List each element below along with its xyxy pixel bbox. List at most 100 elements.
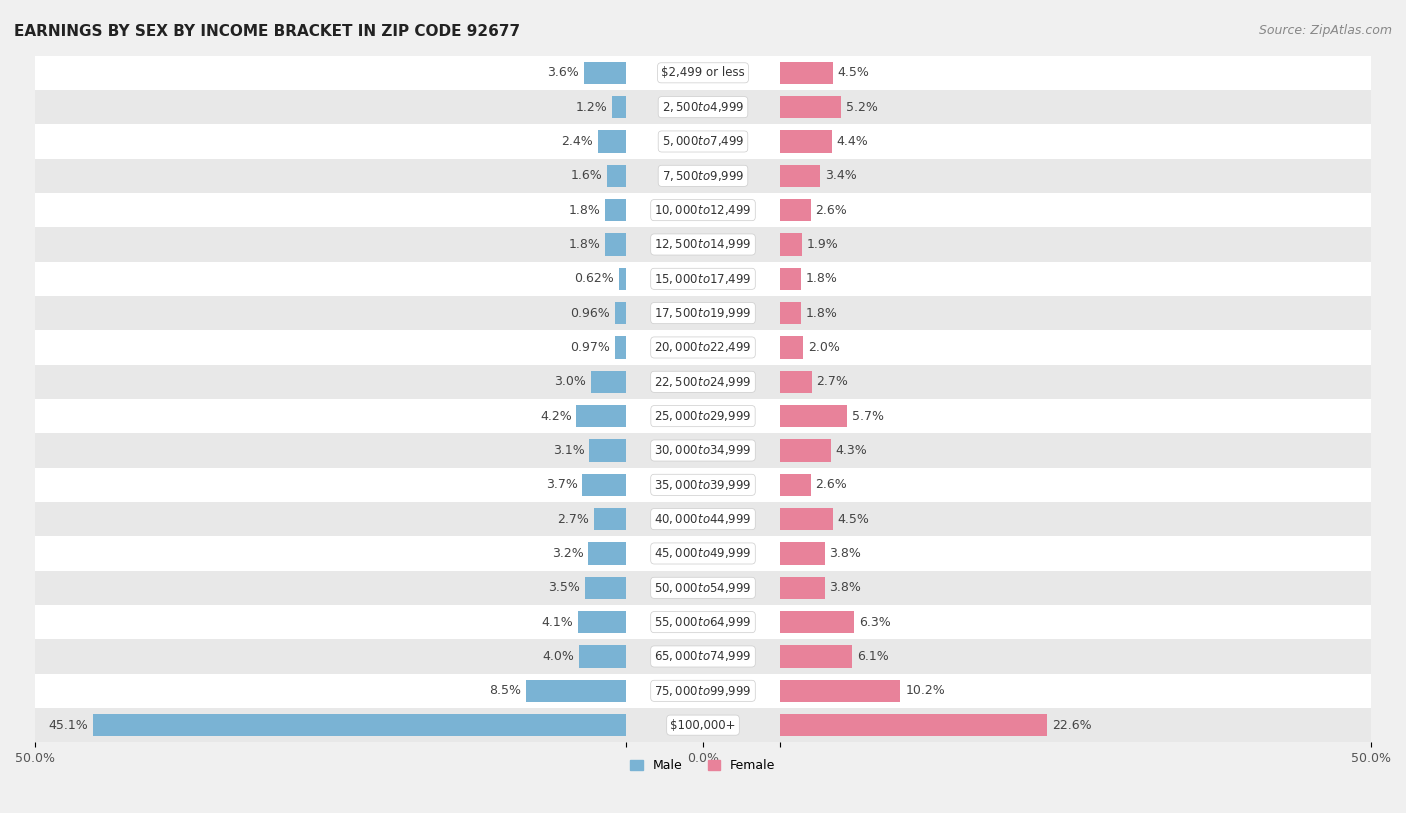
- Text: 4.2%: 4.2%: [540, 410, 572, 423]
- Bar: [576, 405, 626, 428]
- Bar: [614, 302, 626, 324]
- Bar: [780, 233, 803, 255]
- Bar: [35, 365, 1371, 399]
- Bar: [780, 439, 831, 462]
- Bar: [35, 605, 1371, 639]
- Bar: [780, 611, 855, 633]
- Bar: [780, 337, 803, 359]
- Bar: [35, 502, 1371, 537]
- Bar: [780, 62, 832, 84]
- Text: $35,000 to $39,999: $35,000 to $39,999: [654, 478, 752, 492]
- Text: 4.0%: 4.0%: [543, 650, 574, 663]
- Bar: [588, 542, 626, 565]
- Text: $55,000 to $64,999: $55,000 to $64,999: [654, 615, 752, 629]
- Bar: [35, 708, 1371, 742]
- Text: $45,000 to $49,999: $45,000 to $49,999: [654, 546, 752, 560]
- Bar: [780, 680, 900, 702]
- Bar: [35, 571, 1371, 605]
- Bar: [605, 233, 626, 255]
- Bar: [589, 439, 626, 462]
- Text: 5.7%: 5.7%: [852, 410, 884, 423]
- Text: 1.8%: 1.8%: [568, 238, 600, 251]
- Text: 5.2%: 5.2%: [846, 101, 877, 114]
- Bar: [780, 371, 811, 393]
- Bar: [35, 228, 1371, 262]
- Bar: [780, 714, 1047, 737]
- Text: $40,000 to $44,999: $40,000 to $44,999: [654, 512, 752, 526]
- Bar: [780, 130, 832, 153]
- Text: EARNINGS BY SEX BY INCOME BRACKET IN ZIP CODE 92677: EARNINGS BY SEX BY INCOME BRACKET IN ZIP…: [14, 24, 520, 39]
- Text: $65,000 to $74,999: $65,000 to $74,999: [654, 650, 752, 663]
- Bar: [35, 537, 1371, 571]
- Text: $7,500 to $9,999: $7,500 to $9,999: [662, 169, 744, 183]
- Bar: [35, 296, 1371, 330]
- Bar: [35, 90, 1371, 124]
- Bar: [607, 165, 626, 187]
- Text: 3.8%: 3.8%: [830, 547, 862, 560]
- Bar: [619, 267, 626, 290]
- Text: $17,500 to $19,999: $17,500 to $19,999: [654, 307, 752, 320]
- Bar: [780, 474, 811, 496]
- Text: 45.1%: 45.1%: [48, 719, 89, 732]
- Bar: [780, 302, 801, 324]
- Text: 1.2%: 1.2%: [575, 101, 607, 114]
- Text: $25,000 to $29,999: $25,000 to $29,999: [654, 409, 752, 423]
- Bar: [780, 267, 801, 290]
- Text: 4.5%: 4.5%: [838, 67, 870, 80]
- Bar: [35, 674, 1371, 708]
- Bar: [35, 262, 1371, 296]
- Text: $2,499 or less: $2,499 or less: [661, 67, 745, 80]
- Text: 3.5%: 3.5%: [548, 581, 581, 594]
- Bar: [579, 646, 626, 667]
- Text: 3.7%: 3.7%: [546, 478, 578, 491]
- Bar: [35, 639, 1371, 674]
- Bar: [35, 124, 1371, 159]
- Text: 3.0%: 3.0%: [554, 376, 586, 389]
- Bar: [780, 646, 852, 667]
- Text: 22.6%: 22.6%: [1052, 719, 1091, 732]
- Text: $50,000 to $54,999: $50,000 to $54,999: [654, 580, 752, 595]
- Text: 1.9%: 1.9%: [807, 238, 839, 251]
- Text: 0.62%: 0.62%: [574, 272, 614, 285]
- Bar: [582, 474, 626, 496]
- Text: $22,500 to $24,999: $22,500 to $24,999: [654, 375, 752, 389]
- Text: 1.8%: 1.8%: [806, 272, 838, 285]
- Bar: [780, 508, 832, 530]
- Text: 0.97%: 0.97%: [569, 341, 610, 354]
- Bar: [614, 337, 626, 359]
- Text: Source: ZipAtlas.com: Source: ZipAtlas.com: [1258, 24, 1392, 37]
- Text: $75,000 to $99,999: $75,000 to $99,999: [654, 684, 752, 698]
- Text: 2.0%: 2.0%: [808, 341, 841, 354]
- Text: 2.4%: 2.4%: [561, 135, 593, 148]
- Text: 3.2%: 3.2%: [551, 547, 583, 560]
- Bar: [35, 399, 1371, 433]
- Bar: [35, 330, 1371, 365]
- Bar: [35, 55, 1371, 90]
- Bar: [780, 96, 841, 119]
- Bar: [35, 159, 1371, 193]
- Bar: [780, 165, 820, 187]
- Text: 2.6%: 2.6%: [815, 478, 846, 491]
- Bar: [605, 199, 626, 221]
- Bar: [780, 576, 825, 599]
- Text: $15,000 to $17,499: $15,000 to $17,499: [654, 272, 752, 286]
- Text: 3.8%: 3.8%: [830, 581, 862, 594]
- Text: 1.8%: 1.8%: [806, 307, 838, 320]
- Text: 3.1%: 3.1%: [553, 444, 585, 457]
- Bar: [612, 96, 626, 119]
- Bar: [35, 433, 1371, 467]
- Text: $30,000 to $34,999: $30,000 to $34,999: [654, 443, 752, 458]
- Text: 2.7%: 2.7%: [558, 513, 589, 526]
- Text: 6.3%: 6.3%: [859, 615, 891, 628]
- Text: 4.4%: 4.4%: [837, 135, 869, 148]
- Bar: [780, 542, 825, 565]
- Text: $2,500 to $4,999: $2,500 to $4,999: [662, 100, 744, 114]
- Text: 1.8%: 1.8%: [568, 203, 600, 216]
- Text: 0.96%: 0.96%: [571, 307, 610, 320]
- Text: 2.6%: 2.6%: [815, 203, 846, 216]
- Bar: [595, 508, 626, 530]
- Bar: [780, 199, 811, 221]
- Text: 6.1%: 6.1%: [856, 650, 889, 663]
- Text: 8.5%: 8.5%: [489, 685, 522, 698]
- Text: 4.5%: 4.5%: [838, 513, 870, 526]
